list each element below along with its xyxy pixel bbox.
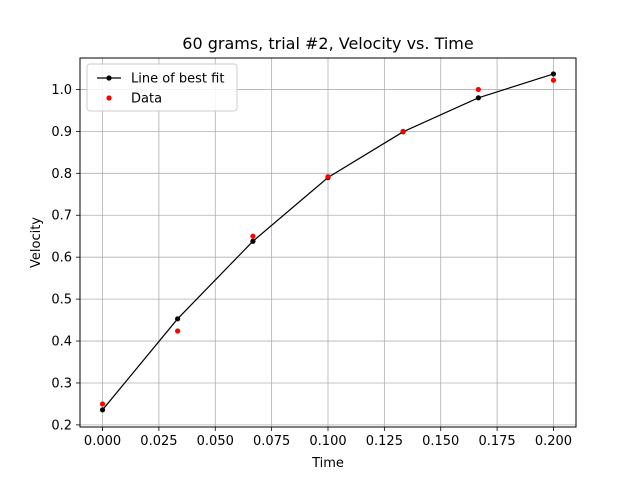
grid [80, 58, 576, 427]
x-tick-label: 0.050 [197, 434, 234, 449]
x-tick-label: 0.075 [253, 434, 290, 449]
y-tick-label: 1.0 [51, 83, 72, 98]
y-axis-label: Velocity [29, 217, 44, 268]
series-data [99, 77, 557, 407]
y-tick-label: 0.6 [51, 251, 72, 266]
legend-entry: Line of best fit [97, 72, 224, 87]
data-point [175, 328, 181, 334]
x-tick-label: 0.150 [422, 434, 459, 449]
fit-point [175, 316, 181, 322]
data-point [250, 233, 256, 239]
legend-label: Line of best fit [131, 72, 224, 87]
x-tick-label: 0.000 [84, 434, 121, 449]
legend-marker-swatch [106, 75, 112, 81]
fit-point [550, 71, 557, 77]
fit-point [99, 407, 106, 413]
y-tick-label: 0.5 [51, 293, 72, 308]
fit-point [475, 95, 481, 101]
y-tick-label: 0.4 [51, 335, 72, 350]
y-tick-label: 0.9 [51, 125, 72, 140]
x-tick-label: 0.100 [309, 434, 346, 449]
chart-title: 60 grams, trial #2, Velocity vs. Time [182, 34, 473, 53]
series-layer [99, 71, 557, 413]
legend: Line of best fit Data [86, 63, 238, 112]
legend-marker-swatch [106, 95, 112, 101]
fit-point [250, 238, 256, 244]
data-point [400, 128, 406, 134]
legend-box [86, 63, 238, 112]
data-point [99, 401, 106, 407]
x-tick-label: 0.200 [535, 434, 572, 449]
y-tick-label: 0.8 [51, 167, 72, 182]
y-tick-label: 0.2 [51, 418, 72, 433]
ticks: 0.000 0.025 0.050 0.075 0.100 0.125 0.150 0.175… [51, 83, 572, 449]
data-point [550, 77, 557, 83]
x-tick-label: 0.025 [140, 434, 177, 449]
legend-label: Data [131, 92, 162, 107]
x-tick-label: 0.175 [478, 434, 515, 449]
x-axis-label: Time [311, 456, 344, 471]
data-point [475, 86, 481, 93]
y-tick-label: 0.3 [51, 376, 72, 391]
data-point [325, 174, 331, 180]
x-tick-label: 0.125 [366, 434, 403, 449]
legend-entry: Data [106, 92, 162, 107]
y-tick-label: 0.7 [51, 209, 72, 224]
